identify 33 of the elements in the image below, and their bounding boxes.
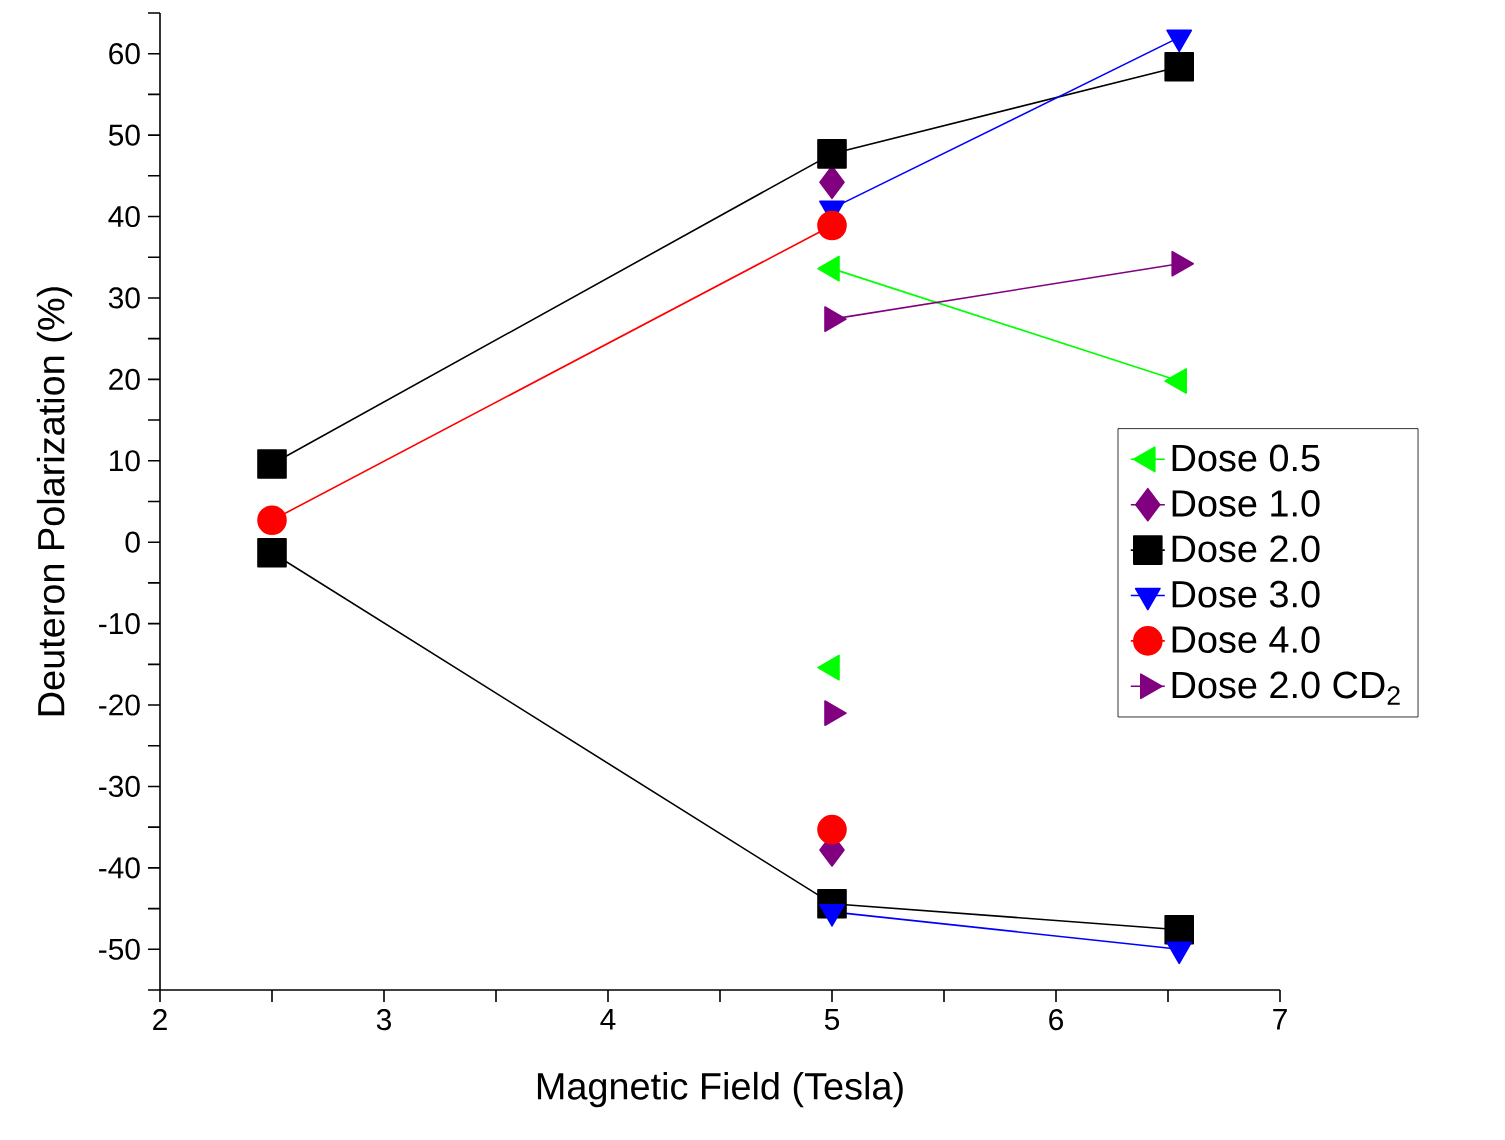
x-tick-label: 6 [1049, 1009, 1063, 1031]
point [817, 139, 847, 169]
point [1164, 51, 1194, 82]
x-tick-label: 5 [824, 1009, 840, 1030]
legend-label: Dose 3.0 [1172, 580, 1320, 608]
y-tick-label: 30 [108, 287, 140, 309]
legend-label: Dose 2.0 [1172, 535, 1320, 563]
legend-label: Dose 4.0 [1172, 626, 1320, 653]
y-tick-label: -40 [99, 857, 140, 879]
y-tick-label: 60 [109, 43, 140, 65]
legend-label: Dose 0.5 [1172, 444, 1320, 472]
y-tick-label: -10 [99, 613, 140, 635]
point [1164, 914, 1194, 945]
x-axis-title: Magnetic Field (Tesla) [537, 1071, 903, 1108]
y-tick-label: -50 [99, 938, 140, 960]
y-tick-label: 0 [125, 531, 140, 553]
legend-label: Dose 1.0 [1172, 489, 1320, 517]
y-tick-label: 40 [108, 205, 140, 228]
point [257, 537, 287, 568]
point [257, 505, 287, 536]
x-tick-label: 7 [1273, 1009, 1287, 1030]
y-tick-label: 20 [109, 368, 140, 390]
y-tick-label: -20 [99, 694, 140, 716]
x-tick-label: 4 [600, 1009, 616, 1030]
y-tick-label: 50 [108, 124, 140, 146]
x-tick-label: 2 [153, 1009, 167, 1030]
y-axis-title: Deuteron Polarization (%) [36, 287, 73, 716]
point [257, 449, 287, 479]
y-tick-label: -30 [99, 775, 140, 798]
x-tick-label: 3 [376, 1009, 391, 1031]
point [817, 814, 847, 845]
legend-label: Dose 2.0 CD$_{2}$ [1172, 671, 1400, 705]
y-tick-label: 10 [109, 450, 140, 472]
